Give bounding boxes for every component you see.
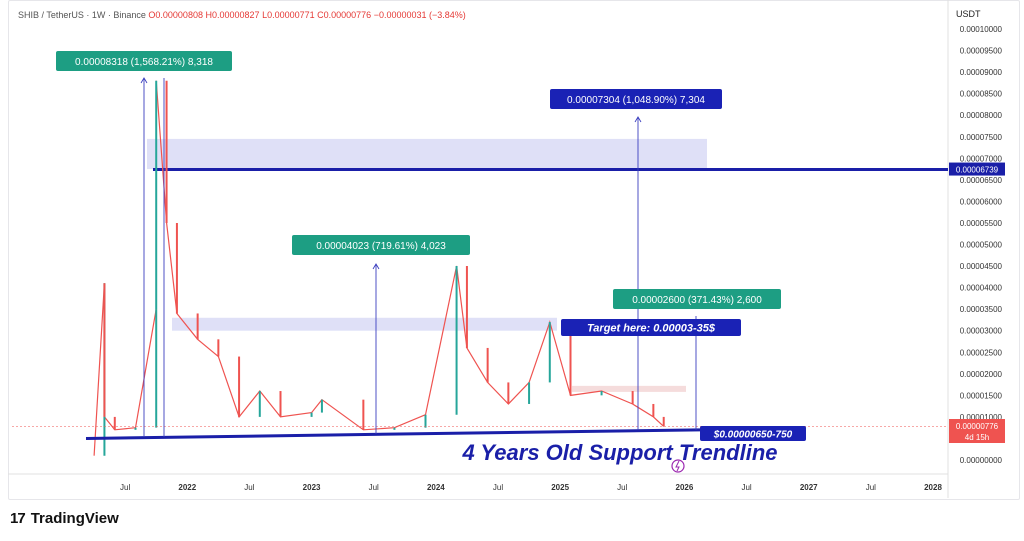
resistance-price-label: 0.00006739: [956, 166, 999, 175]
y-tick-label: 0.00003000: [960, 327, 1003, 336]
target-box: [561, 319, 741, 336]
x-tick-label: Jul: [617, 483, 627, 492]
move4-label: 0.00002600 (371.43%) 2,600: [632, 295, 762, 306]
y-tick-label: 0.00009500: [960, 47, 1003, 56]
y-tick-label: 0.00008000: [960, 111, 1003, 120]
x-tick-label: Jul: [244, 483, 254, 492]
resistance-price-badge: [949, 162, 1005, 176]
move1-box: [56, 51, 232, 71]
y-tick-label: 0.00002000: [960, 370, 1003, 379]
x-tick-label: Jul: [866, 483, 876, 492]
x-tick-label: 2025: [551, 483, 569, 492]
support-zone-box: [700, 426, 806, 441]
y-tick-label: 0.00010000: [960, 25, 1003, 34]
y-tick-label: 0.00001500: [960, 391, 1003, 400]
target-label: Target here: 0.00003-35$: [587, 323, 716, 335]
measure-arrow-1-head: [140, 77, 148, 84]
x-tick-label: Jul: [120, 483, 130, 492]
x-tick-label: 2028: [924, 483, 942, 492]
open-value: O0.00000808: [148, 10, 203, 20]
tradingview-branding: 17 TradingView: [10, 510, 119, 527]
mid-supply-band: [172, 317, 557, 331]
y-tick-label: 0.00007500: [960, 133, 1003, 142]
y-tick-label: 0.00007000: [960, 154, 1003, 163]
axis-unit-label[interactable]: USDT: [956, 9, 981, 19]
x-tick-label: 2024: [427, 483, 445, 492]
y-tick-label: 0.00008500: [960, 90, 1003, 99]
y-tick-label: 0.00006000: [960, 197, 1003, 206]
low-value: L0.00000771: [262, 10, 315, 20]
y-tick-label: 0.00001000: [960, 413, 1003, 422]
move2-label: 0.00004023 (719.61%) 4,023: [316, 241, 446, 252]
move1-label: 0.00008318 (1,568.21%) 8,318: [75, 57, 213, 68]
tradingview-name: TradingView: [30, 510, 119, 527]
y-tick-label: 0.00004500: [960, 262, 1003, 271]
trendline-caption: 4 Years Old Support Trendline: [461, 440, 777, 465]
close-value: C0.00000776: [317, 10, 372, 20]
x-tick-label: 2026: [676, 483, 694, 492]
x-tick-label: Jul: [741, 483, 751, 492]
x-tick-label: Jul: [369, 483, 379, 492]
tradingview-logo-icon: 17: [10, 510, 26, 527]
top-supply-band: [147, 138, 707, 170]
lightning-icon: [671, 459, 685, 473]
y-tick-label: 0.00003500: [960, 305, 1003, 314]
last-price-badge: [949, 419, 1005, 443]
move2-box: [292, 235, 470, 255]
x-tick-label: 2022: [178, 483, 196, 492]
move3-box: [550, 89, 722, 109]
y-tick-label: 0.00006500: [960, 176, 1003, 185]
x-tick-label: 2023: [303, 483, 321, 492]
last-price-label: 0.00000776: [956, 422, 999, 431]
change-value: −0.00000031 (−3.84%): [373, 10, 466, 20]
move3-label: 0.00007304 (1,048.90%) 7,304: [567, 95, 705, 106]
y-tick-label: 0.00005000: [960, 241, 1003, 250]
y-tick-label: 0.00000000: [960, 456, 1003, 465]
symbol-header: SHIB / TetherUS · 1W · Binance O0.000008…: [18, 10, 466, 20]
countdown-label: 4d 15h: [965, 433, 989, 442]
y-tick-label: 0.00005500: [960, 219, 1003, 228]
symbol-title[interactable]: SHIB / TetherUS · 1W · Binance: [18, 10, 146, 20]
support-zone-label: $0.00000650-750: [713, 430, 793, 441]
move4-box: [613, 289, 781, 309]
lightning-bolt-icon: [675, 460, 680, 472]
y-tick-label: 0.00004000: [960, 284, 1003, 293]
x-tick-label: 2027: [800, 483, 818, 492]
y-tick-label: 0.00009000: [960, 68, 1003, 77]
x-tick-label: Jul: [493, 483, 503, 492]
measure-arrow-3-head: [634, 116, 642, 123]
price-line: [93, 80, 665, 456]
minor-band: [572, 385, 686, 392]
high-value: H0.00000827: [205, 10, 260, 20]
y-tick-label: 0.00002500: [960, 348, 1003, 357]
support-trendline: [85, 428, 701, 440]
measure-arrow-2-head: [372, 263, 380, 270]
